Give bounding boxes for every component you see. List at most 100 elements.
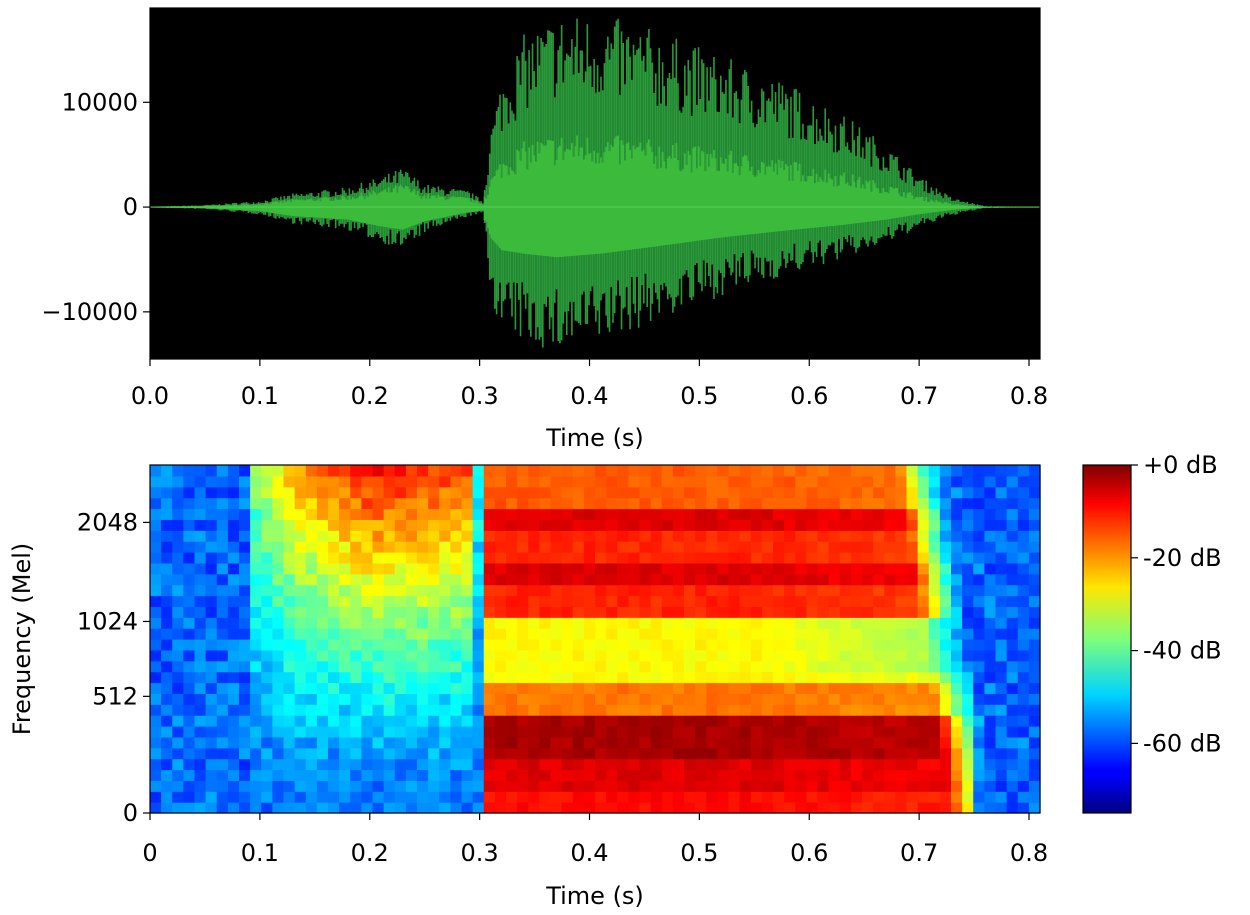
spectrogram-cell: [895, 671, 908, 684]
spectrogram-cell: [372, 519, 385, 531]
spectrogram-cell: [383, 715, 396, 727]
spectrogram-cell: [639, 736, 652, 749]
spectrogram-cell: [984, 747, 997, 760]
spectrogram-cell: [194, 671, 207, 684]
spectrogram-cell: [550, 736, 563, 749]
spectrogram-cell: [361, 693, 374, 705]
spectrogram-cell: [672, 802, 685, 814]
spectrogram-cell: [906, 736, 919, 749]
spectrogram-cell: [328, 562, 340, 575]
spectrogram-cell: [328, 693, 340, 705]
spectrogram-cell: [595, 682, 607, 694]
spectrogram-cell: [483, 497, 496, 510]
spectrogram-cell: [917, 519, 930, 531]
spectrogram-cell: [517, 497, 529, 510]
spectrogram-cell: [250, 758, 262, 771]
spectrogram-cell: [1017, 802, 1030, 814]
spectrogram-cell: [205, 660, 218, 673]
spectrogram-cell: [561, 758, 574, 771]
spectrogram-cell: [250, 747, 262, 760]
spectrogram-cell: [250, 562, 262, 575]
spectrogram-cell: [350, 562, 362, 575]
spectrogram-cell: [161, 671, 173, 684]
spectrogram-cell: [372, 530, 385, 542]
spectrogram-cell: [294, 486, 307, 499]
spectrogram-cell: [583, 465, 596, 477]
spectrogram-cell: [895, 660, 908, 673]
spectrogram-cell: [316, 562, 329, 575]
spectrogram-cell: [806, 573, 819, 586]
spectrogram-cell: [973, 573, 985, 586]
spectrogram-cell: [172, 802, 184, 814]
spectrogram-cell: [1006, 671, 1019, 684]
spectrogram-cell: [172, 595, 184, 607]
spectrogram-cell: [394, 758, 407, 771]
spectrogram-cell: [561, 649, 574, 662]
spectrogram-cell: [717, 780, 730, 792]
spectrogram-cell: [839, 530, 852, 542]
spectrogram-cell: [817, 541, 830, 553]
spectrogram-cell: [383, 606, 396, 618]
spectrogram-cell: [272, 704, 285, 716]
spectrogram-cell: [606, 617, 618, 629]
spectrogram-cell: [806, 802, 819, 814]
spectrogram-cell: [305, 475, 318, 488]
spectrogram-cell: [906, 475, 919, 488]
spectrogram-cell: [750, 475, 763, 488]
spectrogram-cell: [739, 497, 752, 510]
spectrogram-cell: [606, 682, 618, 694]
spectrogram-cell: [161, 715, 173, 727]
spectrogram-cell: [227, 780, 240, 792]
spectrogram-cell: [661, 639, 674, 651]
spectrogram-cell: [172, 465, 184, 477]
spectrogram-cell: [183, 628, 196, 640]
spectrogram-cell: [1017, 628, 1030, 640]
spectrogram-cell: [1028, 747, 1041, 760]
spectrogram-cell: [1017, 693, 1030, 705]
spectrogram-cell: [617, 562, 629, 575]
spectrogram-cell: [539, 628, 552, 640]
spectrogram-cell: [339, 747, 351, 760]
spectrogram-cell: [150, 704, 162, 716]
colorbar-tick-label: -20 dB: [1143, 544, 1222, 572]
spectrogram-cell: [272, 595, 285, 607]
spectrogram-cell: [517, 780, 529, 792]
spectrogram-cell: [561, 530, 574, 542]
spectrogram-cell: [383, 649, 396, 662]
spectrogram-cell: [583, 562, 596, 575]
spectrogram-cell: [951, 747, 963, 760]
spectrogram-cell: [272, 606, 285, 618]
spectrogram-cell: [239, 769, 251, 781]
spectrogram-cell: [850, 584, 863, 597]
spectrogram-cell: [561, 715, 574, 727]
spectrogram-cell: [394, 519, 407, 531]
spectrogram-cell: [383, 682, 396, 694]
spectrogram-cell: [205, 617, 218, 629]
spectrogram-cell: [761, 486, 774, 499]
spectrogram-cell: [561, 541, 574, 553]
spectrogram-cell: [506, 802, 518, 814]
spectrogram-cell: [539, 486, 552, 499]
spectrogram-cell: [917, 726, 930, 738]
spectrogram-cell: [294, 682, 307, 694]
spectrogram-cell: [873, 606, 885, 618]
spectrogram-cell: [706, 802, 718, 814]
spectrogram-cell: [283, 519, 296, 531]
spectrogram-cell: [1006, 497, 1019, 510]
spectrogram-cell: [283, 758, 296, 771]
spectrogram-cell: [728, 791, 741, 803]
spectrogram-cell: [583, 606, 596, 618]
spectrogram-cell: [939, 747, 952, 760]
spectrogram-cell: [995, 617, 1008, 629]
spectrogram-cell: [417, 704, 429, 716]
spectrogram-cell: [261, 736, 273, 749]
spectrogram-cell: [628, 704, 641, 716]
spectrogram-cell: [806, 508, 819, 520]
spectrogram-cell: [884, 584, 896, 597]
spectrogram-cell: [372, 802, 385, 814]
spectrogram-cell: [817, 649, 830, 662]
spectrogram-cell: [672, 649, 685, 662]
spectrogram-cell: [328, 769, 340, 781]
spectrogram-cell: [917, 747, 930, 760]
spectrogram-cell: [672, 475, 685, 488]
